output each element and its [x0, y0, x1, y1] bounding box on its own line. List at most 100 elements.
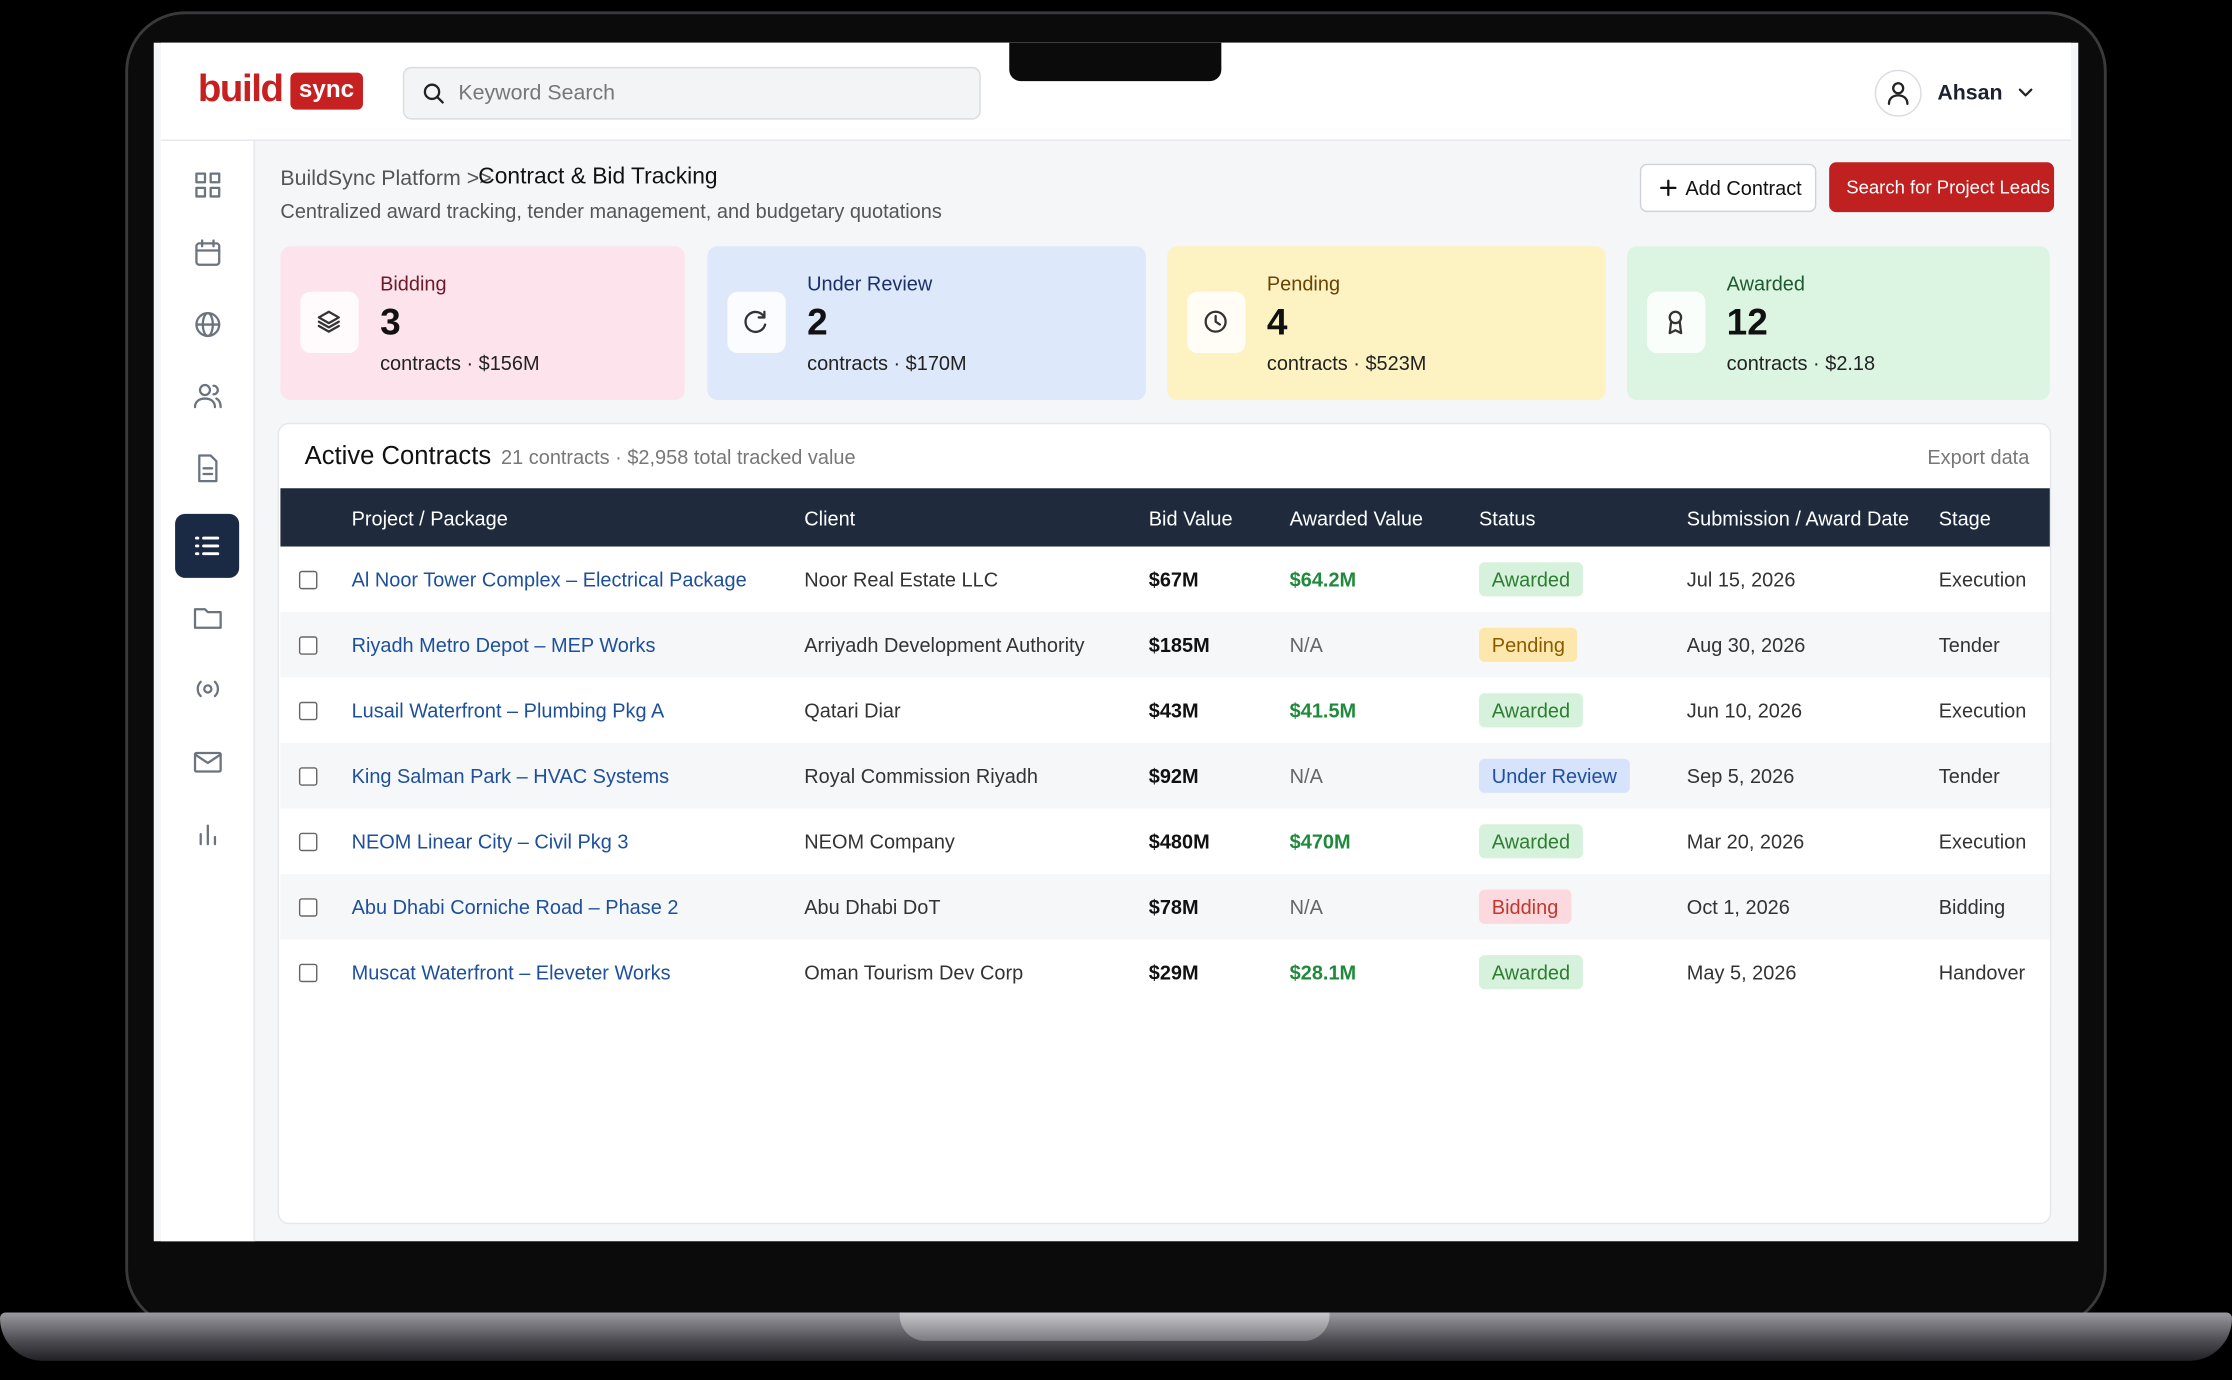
table-row[interactable] [280, 939, 2050, 1005]
client-name: Abu Dhabi DoT [804, 895, 941, 919]
client-name: NEOM Company [804, 829, 955, 853]
search-leads-label: Search for Project Leads [1846, 176, 2050, 198]
status-pill: Awarded [1478, 824, 1583, 859]
client-name: Oman Tourism Dev Corp [804, 960, 1024, 984]
card-detail: contracts · $523M [1266, 351, 1427, 375]
card-count: 2 [807, 300, 828, 344]
nav-chart[interactable] [192, 818, 223, 849]
nav-list[interactable] [191, 530, 224, 563]
row-checkbox[interactable] [298, 767, 318, 786]
stage: Tender [1938, 633, 2000, 657]
project-link[interactable]: Lusail Waterfront – Plumbing Pkg A [351, 698, 665, 722]
card-count: 3 [380, 300, 401, 344]
date: May 5, 2026 [1686, 960, 1797, 984]
project-link[interactable]: Abu Dhabi Corniche Road – Phase 2 [351, 895, 679, 919]
nav-globe[interactable] [192, 309, 223, 340]
bid-value: $480M [1148, 829, 1210, 853]
project-link[interactable]: Muscat Waterfront – Eleveter Works [351, 960, 671, 984]
page-subtitle: Centralized award tracking, tender manag… [280, 199, 942, 223]
nav-document[interactable] [192, 453, 223, 484]
trackpad-notch [899, 1312, 1330, 1341]
card-detail: contracts · $170M [807, 351, 967, 375]
table-row[interactable] [280, 874, 2050, 940]
search-icon [423, 83, 444, 104]
card-label: Under Review [807, 271, 933, 295]
card-icon [744, 310, 767, 334]
card-label: Bidding [380, 271, 447, 295]
project-link[interactable]: Al Noor Tower Complex – Electrical Packa… [351, 567, 747, 591]
search-leads-button[interactable] [1829, 162, 2055, 213]
client-name: Qatari Diar [804, 698, 901, 722]
stage: Bidding [1938, 895, 2006, 919]
breadcrumb-current: Contract & Bid Tracking [478, 165, 718, 190]
logo-build[interactable]: build [197, 66, 284, 110]
awarded-value: N/A [1289, 895, 1323, 919]
stage: Execution [1938, 698, 2027, 722]
user-name[interactable]: Ahsan [1937, 81, 2003, 106]
row-checkbox[interactable] [298, 636, 318, 655]
card-icon [317, 310, 340, 333]
row-checkbox[interactable] [298, 701, 318, 721]
card-label: Awarded [1726, 271, 1805, 295]
card-icon-box [727, 291, 786, 354]
status-pill: Awarded [1478, 562, 1583, 597]
column-header: Stage [1938, 506, 1991, 530]
table-title: Active Contracts [304, 441, 492, 470]
row-checkbox[interactable] [298, 963, 318, 983]
user-avatar[interactable] [1874, 69, 1922, 117]
nav-people[interactable] [192, 380, 223, 411]
client-name: Royal Commission Riyadh [804, 764, 1038, 788]
awarded-value: N/A [1289, 633, 1323, 657]
date: Jul 15, 2026 [1686, 567, 1796, 591]
nav-broadcast[interactable] [192, 673, 223, 704]
nav-calendar[interactable] [192, 238, 223, 269]
nav-mail[interactable] [192, 746, 223, 777]
status-pill: Awarded [1478, 955, 1583, 990]
project-link[interactable]: King Salman Park – HVAC Systems [351, 764, 670, 788]
project-link[interactable]: Riyadh Metro Depot – MEP Works [351, 633, 656, 657]
nav-folder[interactable] [192, 602, 223, 633]
card-count: 12 [1726, 300, 1768, 344]
search-box[interactable] [402, 66, 981, 120]
user-dropdown-icon[interactable] [2017, 85, 2034, 99]
column-header: Project / Package [351, 506, 508, 530]
awarded-value: $64.2M [1289, 567, 1357, 591]
card-icon [1204, 310, 1227, 333]
table-row[interactable] [280, 743, 2050, 809]
column-header: Awarded Value [1289, 506, 1424, 530]
column-header: Submission / Award Date [1686, 506, 1910, 530]
logo-sync[interactable]: sync [290, 72, 363, 110]
breadcrumb-parent[interactable]: BuildSync Platform >> [280, 166, 492, 191]
awarded-value: $28.1M [1289, 960, 1357, 984]
nav-dashboard[interactable] [192, 169, 223, 200]
stage: Tender [1938, 764, 2000, 788]
status-pill: Bidding [1478, 889, 1572, 924]
bid-value: $29M [1148, 960, 1199, 984]
date: Oct 1, 2026 [1686, 895, 1790, 919]
camera-notch [1009, 42, 1222, 82]
card-count: 4 [1266, 300, 1288, 344]
date: Jun 10, 2026 [1686, 698, 1803, 722]
bid-value: $185M [1148, 633, 1210, 657]
stage: Handover [1938, 960, 2026, 984]
row-checkbox[interactable] [298, 898, 318, 917]
export-data-link[interactable]: Export data [1927, 445, 2030, 469]
table-summary: 21 contracts · $2,958 total tracked valu… [501, 445, 856, 469]
date: Mar 20, 2026 [1686, 829, 1805, 853]
project-link[interactable]: NEOM Linear City – Civil Pkg 3 [351, 829, 629, 853]
card-detail: contracts · $2.18 [1726, 351, 1876, 375]
stage: Execution [1938, 567, 2027, 591]
search-placeholder: Keyword Search [458, 81, 616, 106]
table-row[interactable] [280, 808, 2050, 875]
column-header: Status [1478, 506, 1536, 530]
row-checkbox[interactable] [298, 570, 318, 590]
row-checkbox[interactable] [298, 832, 318, 852]
user-icon [1887, 82, 1909, 106]
awarded-value: $470M [1289, 829, 1351, 853]
table-row[interactable] [280, 612, 2050, 678]
table-row[interactable] [280, 677, 2050, 744]
table-row[interactable] [280, 546, 2050, 613]
awarded-value: $41.5M [1289, 698, 1357, 722]
plus-icon [1660, 179, 1677, 197]
